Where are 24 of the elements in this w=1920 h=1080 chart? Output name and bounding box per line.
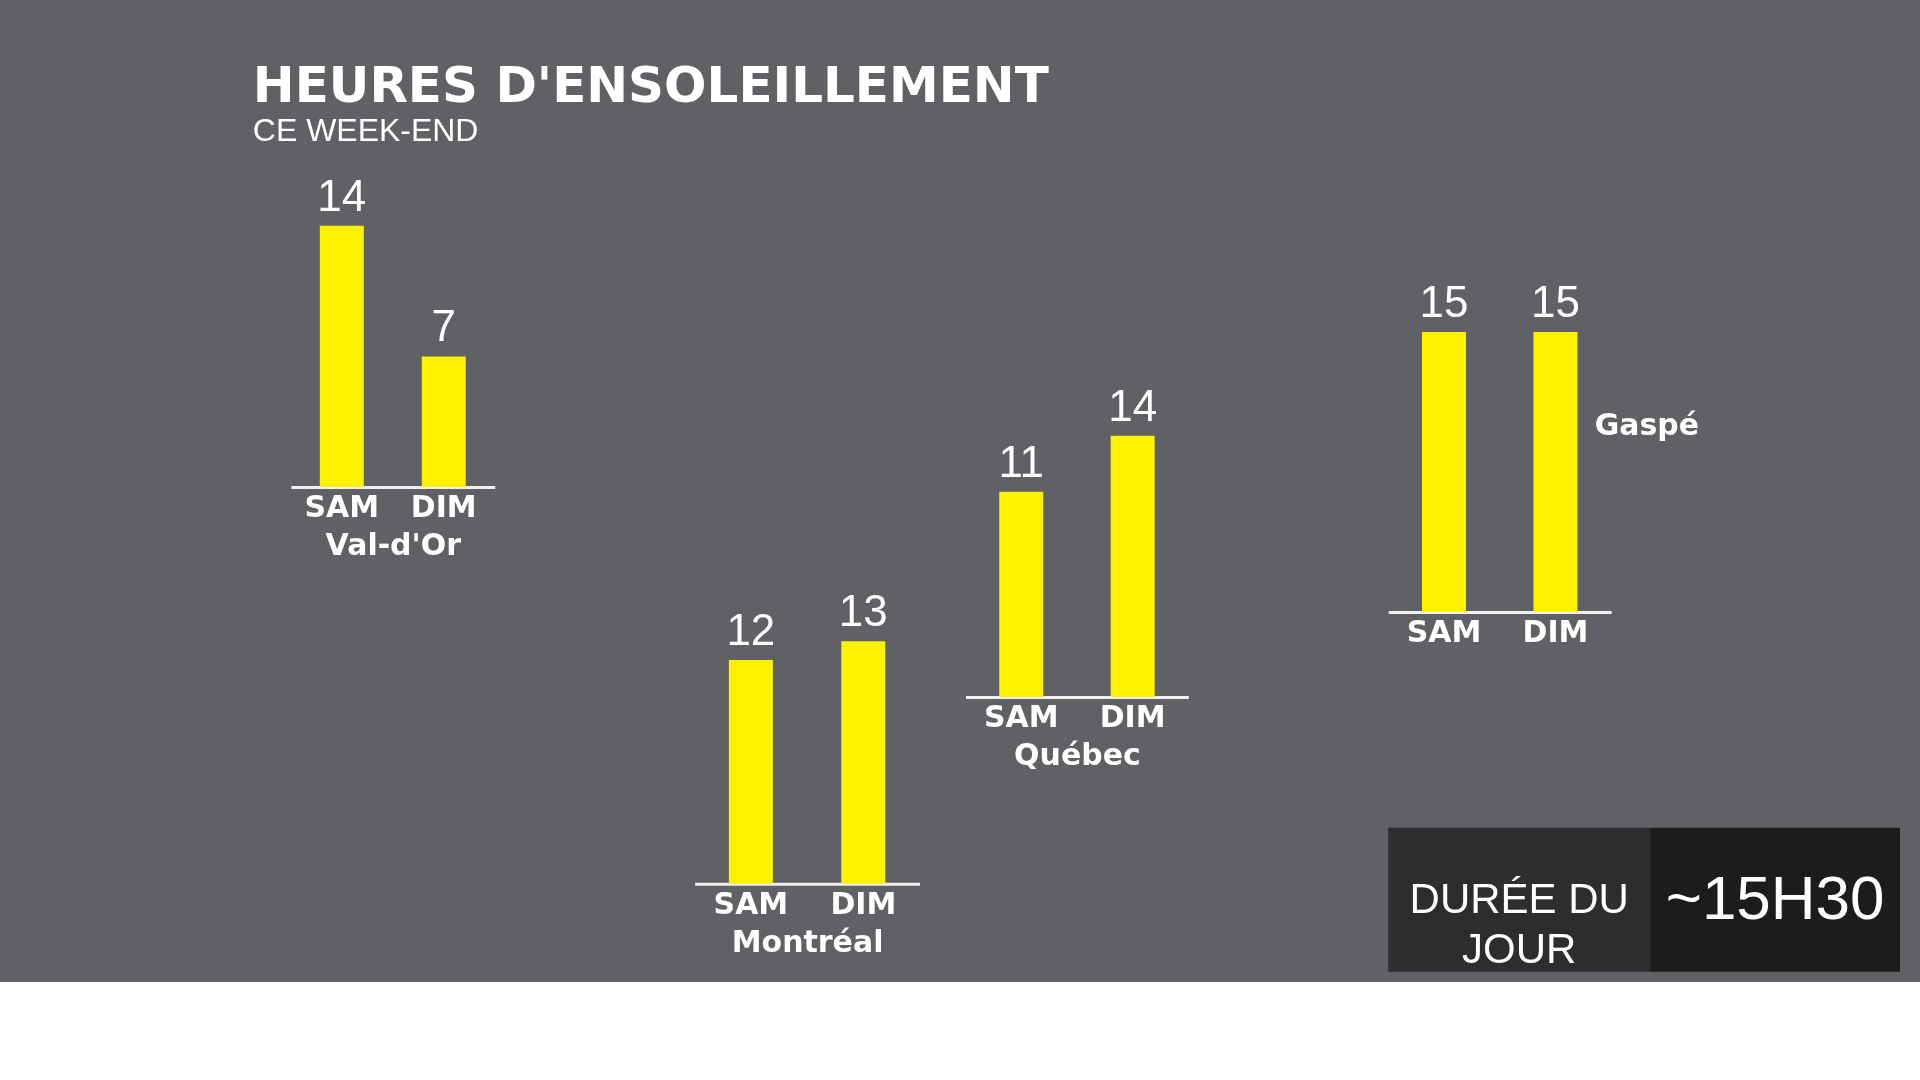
text: ~15H30 — [1665, 862, 1885, 932]
data-label: 15 — [1530, 277, 1580, 327]
x-tick-label: DIM — [1099, 699, 1166, 735]
x-axis-title: Gaspé — [1594, 406, 1700, 442]
x-tick-label: DIM — [410, 489, 477, 525]
chart-subtitle: CE WEEK-END — [252, 112, 479, 149]
text: HEURES D'ENSOLEILLEMENT — [252, 56, 1049, 115]
data-label: 12 — [726, 604, 776, 654]
x-tick-label: SAM — [1406, 614, 1482, 650]
data-label: 14 — [317, 170, 367, 220]
x-tick-label: DIM — [1522, 614, 1589, 650]
data-label: 11 — [998, 436, 1045, 486]
x-tick-label: SAM — [713, 886, 789, 922]
x-axis-title: Montréal — [731, 924, 884, 960]
x-tick-label: SAM — [304, 489, 380, 525]
data-label: 15 — [1419, 277, 1469, 327]
data-label: 13 — [838, 586, 888, 636]
data-label: 14 — [1108, 380, 1158, 430]
x-tick-label: SAM — [983, 699, 1059, 735]
data-label: 7 — [431, 301, 456, 351]
x-tick-label: DIM — [830, 886, 897, 922]
text: DURÉE DU JOUR — [1409, 874, 1629, 972]
x-axis-title: Val-d'Or — [325, 527, 462, 563]
x-axis-title: Québec — [1014, 737, 1141, 773]
